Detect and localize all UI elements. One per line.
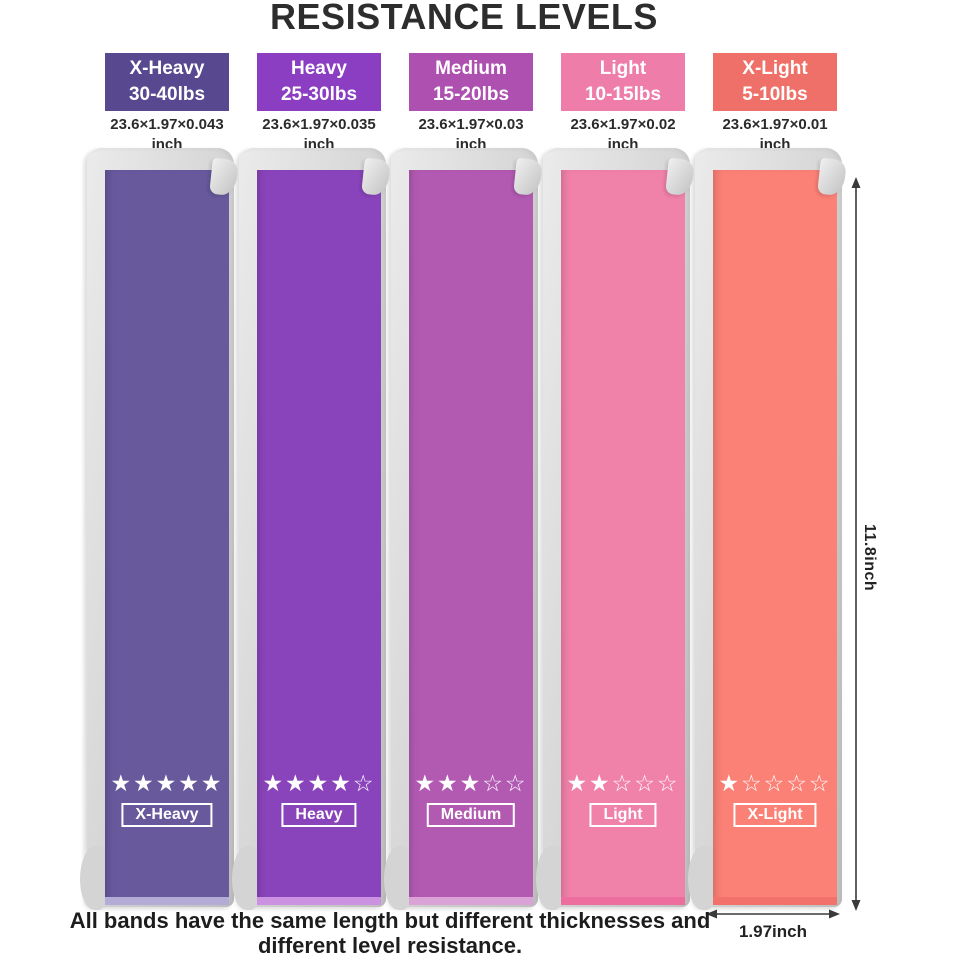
band-column-light: Light 10-15lbs 23.6×1.97×0.02 inch ★★☆☆☆… [536,53,695,910]
band-corner-curl [209,157,239,197]
band-front-face: ★★★★★ X-Heavy [105,170,229,905]
band-header-badge: X-Light 5-10lbs [713,53,837,111]
star-rating: ★☆☆☆☆ [718,771,832,797]
band-size-text: 23.6×1.97×0.02 [570,116,676,133]
band-label-tag: X-Light [733,803,817,827]
band-label-tag: Medium [426,803,516,827]
band-corner-curl [513,157,543,197]
band-column-medium: Medium 15-20lbs 23.6×1.97×0.03 inch ★★★☆… [384,53,543,910]
star-rating: ★★★★★ [110,771,224,797]
caption-line-2: different level resistance. [257,933,523,958]
band-label-tag: Heavy [281,803,357,827]
band-level-name: Heavy [291,58,347,79]
band-header-badge: Medium 15-20lbs [409,53,533,111]
band-column-x-heavy: X-Heavy 30-40lbs 23.6×1.97×0.043 inch ★★… [80,53,239,910]
band-illustration: ★★☆☆☆ Light [536,148,695,910]
band-header-badge: Heavy 25-30lbs [257,53,381,111]
height-dimension-label: 11.8inch [861,524,878,592]
height-dimension-arrow [851,177,861,911]
page-title: RESISTANCE LEVELS [270,0,658,37]
star-rating: ★★★☆☆ [414,771,528,797]
band-column-heavy: Heavy 25-30lbs 23.6×1.97×0.035 inch ★★★★… [232,53,391,910]
band-level-name: X-Light [742,58,808,79]
band-level-name: Medium [435,58,507,79]
width-dimension-arrow [706,909,840,919]
band-header-badge: Light 10-15lbs [561,53,685,111]
band-weight-range: 15-20lbs [432,84,510,105]
band-corner-curl [665,157,695,197]
band-illustration: ★★★☆☆ Medium [384,148,543,910]
band-corner-curl [361,157,391,197]
star-rating: ★★★★☆ [262,771,376,797]
band-front-face: ★★★☆☆ Medium [409,170,533,905]
band-front-face: ★★★★☆ Heavy [257,170,381,905]
band-weight-range: 5-10lbs [742,84,808,105]
band-size-text: 23.6×1.97×0.043 [110,116,224,133]
band-column-x-light: X-Light 5-10lbs 23.6×1.97×0.01 inch ★☆☆☆… [688,53,847,910]
band-label-tag: Light [589,803,657,827]
band-weight-range: 10-15lbs [584,84,662,105]
band-level-name: Light [599,58,647,79]
width-dimension-label: 1.97inch [738,922,808,941]
band-weight-range: 25-30lbs [280,84,358,105]
band-header-badge: X-Heavy 30-40lbs [105,53,229,111]
band-level-name: X-Heavy [129,58,205,79]
band-size-text: 23.6×1.97×0.03 [418,116,524,133]
band-corner-curl [817,157,847,197]
band-illustration: ★★★★☆ Heavy [232,148,391,910]
band-illustration: ★★★★★ X-Heavy [80,148,239,910]
caption: All bands have the same length but diffe… [0,908,780,958]
band-front-face: ★★☆☆☆ Light [561,170,685,905]
band-label-tag: X-Heavy [121,803,213,827]
band-size-text: 23.6×1.97×0.01 [722,116,828,133]
band-weight-range: 30-40lbs [128,84,206,105]
star-rating: ★★☆☆☆ [566,771,680,797]
band-front-face: ★☆☆☆☆ X-Light [713,170,837,905]
band-size-text: 23.6×1.97×0.035 [262,116,376,133]
caption-line-1: All bands have the same length but diffe… [69,908,711,933]
band-illustration: ★☆☆☆☆ X-Light [688,148,847,910]
